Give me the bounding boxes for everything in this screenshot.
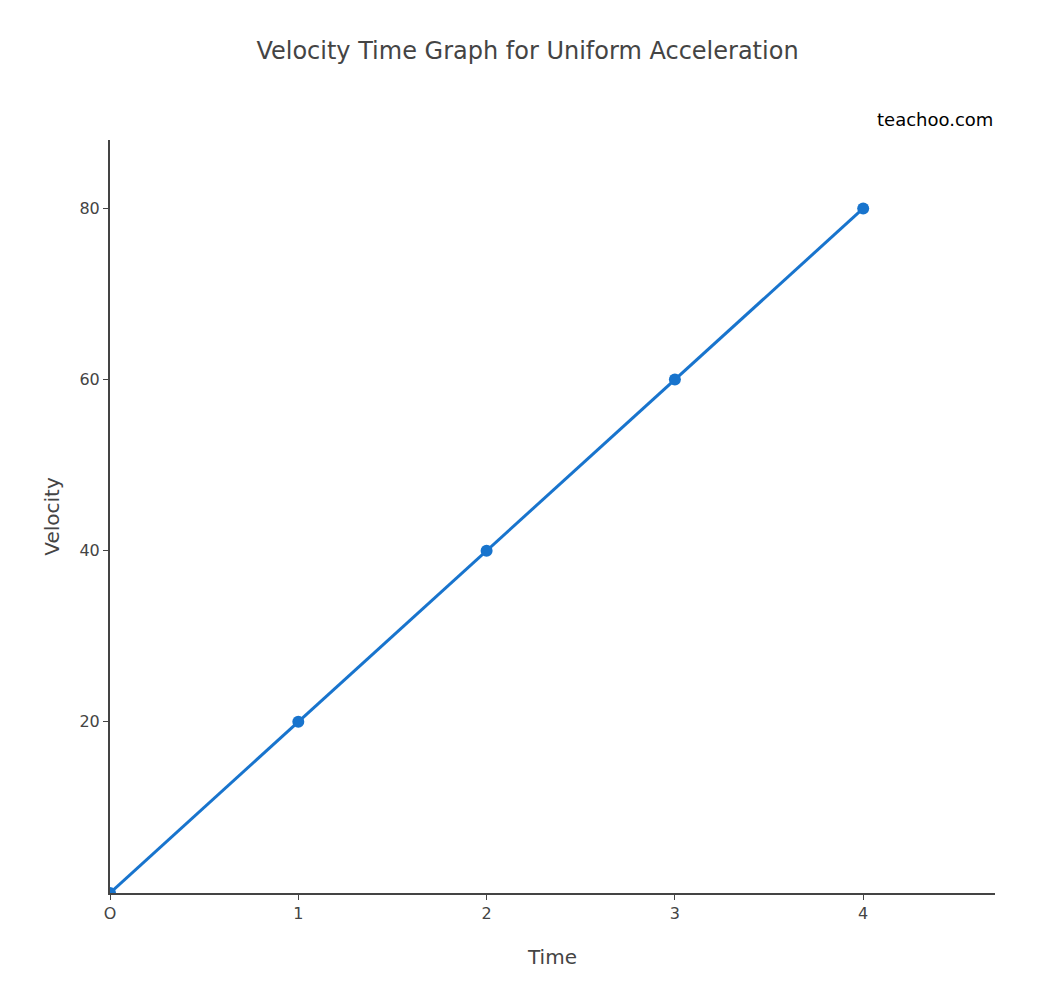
svg-text:3: 3 <box>670 904 680 923</box>
svg-text:4: 4 <box>858 904 868 923</box>
svg-text:teachoo.com: teachoo.com <box>877 109 993 130</box>
svg-text:2: 2 <box>482 904 492 923</box>
svg-text:Velocity: Velocity <box>40 477 64 556</box>
svg-text:Time: Time <box>527 945 577 969</box>
svg-text:40: 40 <box>79 541 99 560</box>
svg-text:20: 20 <box>79 712 99 731</box>
svg-text:80: 80 <box>79 199 99 218</box>
svg-text:1: 1 <box>293 904 303 923</box>
svg-text:60: 60 <box>79 370 99 389</box>
svg-text:O: O <box>104 904 117 923</box>
svg-text:Velocity Time Graph for Unifor: Velocity Time Graph for Uniform Accelera… <box>256 37 798 65</box>
